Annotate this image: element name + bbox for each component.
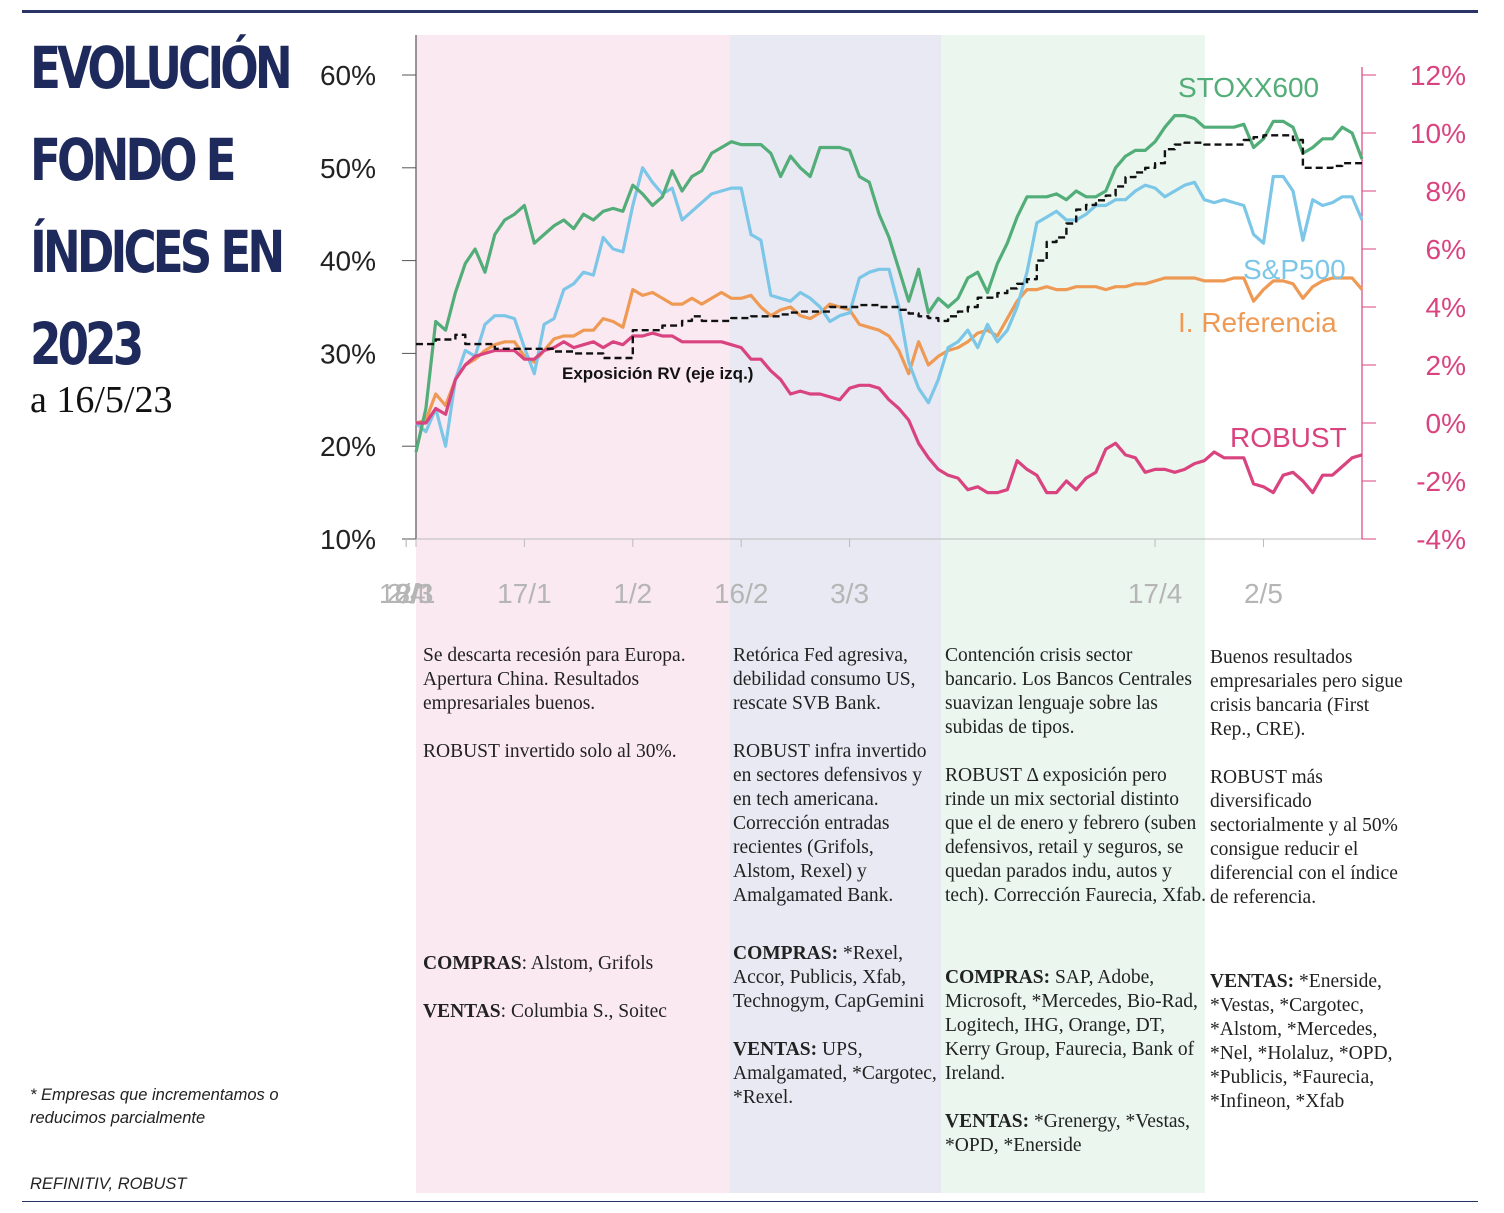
compras-line: COMPRAS: Alstom, Grifols [423, 952, 723, 976]
left-tick-label: 10% [320, 524, 376, 555]
x-tick-label: 17/4 [1128, 578, 1183, 609]
period-1-commentary: Se descarta recesión para Europa. Apertu… [423, 644, 723, 1024]
context-text: Retórica Fed agresiva, debilidad consumo… [733, 645, 916, 714]
compras-list: SAP, Adobe, Microsoft, *Mercedes, Bio-Ra… [945, 967, 1198, 1084]
ventas-line: VENTAS: Columbia S., Soitec [423, 1000, 723, 1024]
compras-line: COMPRAS: SAP, Adobe, Microsoft, *Mercede… [945, 966, 1207, 1086]
title-line-4: 2023 [30, 310, 144, 378]
left-tick-label: 30% [320, 338, 376, 369]
ventas-line: VENTAS: *Grenergy, *Vestas, *OPD, *Eners… [945, 1110, 1207, 1158]
series-label-robust: ROBUST [1230, 422, 1347, 453]
x-tick-label: 16/2 [714, 578, 769, 609]
fund-text: ROBUST Δ exposición pero rinde un mix se… [945, 765, 1206, 906]
x-tick-label: 2/1 [397, 578, 436, 609]
period-band-2 [730, 35, 941, 1193]
bottom-rule [22, 1201, 1478, 1202]
line-chart: 10% 20% 30% 40% 50% 60% -4% -2% 0% 2% 4% 6% 8% 10% 12%… [320, 35, 1466, 609]
period-4-commentary: Buenos resultados empresariales pero sig… [1210, 646, 1410, 1114]
x-tick-label: 2/5 [1244, 578, 1283, 609]
left-tick-label: 50% [320, 153, 376, 184]
series-label-referencia: I. Referencia [1178, 307, 1337, 338]
fund-text: ROBUST infra invertido en sectores defen… [733, 741, 927, 906]
right-tick-label: 6% [1426, 234, 1466, 265]
top-rule [22, 10, 1478, 13]
x-tick-label: 3/3 [830, 578, 869, 609]
ventas-label: VENTAS: [1210, 971, 1295, 992]
series-label-exposicion: Exposición RV (eje izq.) [562, 364, 754, 383]
context-text: Buenos resultados empresariales pero sig… [1210, 647, 1403, 740]
left-tick-label: 20% [320, 431, 376, 462]
x-tick-label: 2/4 [387, 578, 426, 609]
series-label-stoxx600: STOXX600 [1178, 72, 1320, 103]
ventas-list: *Grenergy, *Vestas, *OPD, *Enerside [945, 1111, 1190, 1156]
robust-line [416, 331, 1363, 495]
left-tick-label: 40% [320, 246, 376, 277]
right-tick-label: 8% [1426, 176, 1466, 207]
ventas-label: VENTAS [423, 1001, 501, 1022]
fund-text: ROBUST más diversificado sectorialmente … [1210, 767, 1398, 908]
right-tick-label: -4% [1416, 524, 1466, 555]
ventas-line: VENTAS: *Enerside, *Vestas, *Cargotec, *… [1210, 970, 1410, 1114]
right-tick-label: 2% [1426, 350, 1466, 381]
compras-label: COMPRAS: [733, 943, 839, 964]
context-text: Se descarta recesión para Europa. Apertu… [423, 645, 686, 714]
source-credit: REFINITIV, ROBUST [30, 1175, 187, 1193]
period-band-3 [941, 35, 1205, 1193]
page-subtitle: a 16/5/23 [30, 379, 173, 421]
x-tick-label: 18/3 [379, 578, 434, 609]
fund-text: ROBUST invertido solo al 30%. [423, 741, 677, 762]
compras-list: *Rexel, Accor, Publicis, Xfab, Technogym… [733, 943, 925, 1012]
ventas-list: : Columbia S., Soitec [500, 1001, 667, 1022]
ventas-label: VENTAS: [733, 1039, 818, 1060]
ventas-list: UPS, Amalgamated, *Cargotec, *Rexel. [733, 1039, 937, 1108]
ventas-line: VENTAS: UPS, Amalgamated, *Cargotec, *Re… [733, 1038, 938, 1110]
right-tick-label: 12% [1410, 60, 1466, 91]
series-label-sp500: S&P500 [1243, 254, 1346, 285]
x-tick-label: 17/1 [497, 578, 552, 609]
right-tick-label: 4% [1426, 292, 1466, 323]
left-tick-label: 60% [320, 60, 376, 91]
right-tick-label: 0% [1426, 408, 1466, 439]
compras-label: COMPRAS: [945, 967, 1051, 988]
referencia-line [415, 276, 1364, 425]
compras-list: : Alstom, Grifols [521, 953, 654, 974]
period-2-commentary: Retórica Fed agresiva, debilidad consumo… [733, 644, 938, 1110]
ventas-list: *Enerside, *Vestas, *Cargotec, *Alstom, … [1210, 971, 1393, 1112]
right-tick-label: -2% [1416, 466, 1466, 497]
compras-label: COMPRAS [423, 953, 522, 974]
context-text: Contención crisis sector bancario. Los B… [945, 645, 1192, 738]
ventas-label: VENTAS: [945, 1111, 1030, 1132]
compras-line: COMPRAS: *Rexel, Accor, Publicis, Xfab, … [733, 942, 938, 1014]
stoxx600-line [414, 114, 1364, 453]
footnote: * Empresas que incrementamos o reducimos… [30, 1086, 279, 1127]
title-line-2: FONDO E [30, 126, 236, 194]
right-tick-label: 10% [1410, 118, 1466, 149]
sp500-line [414, 166, 1364, 448]
period-3-commentary: Contención crisis sector bancario. Los B… [945, 644, 1207, 1158]
x-tick-label: 1/2 [613, 578, 652, 609]
exposicion-line [416, 134, 1362, 360]
